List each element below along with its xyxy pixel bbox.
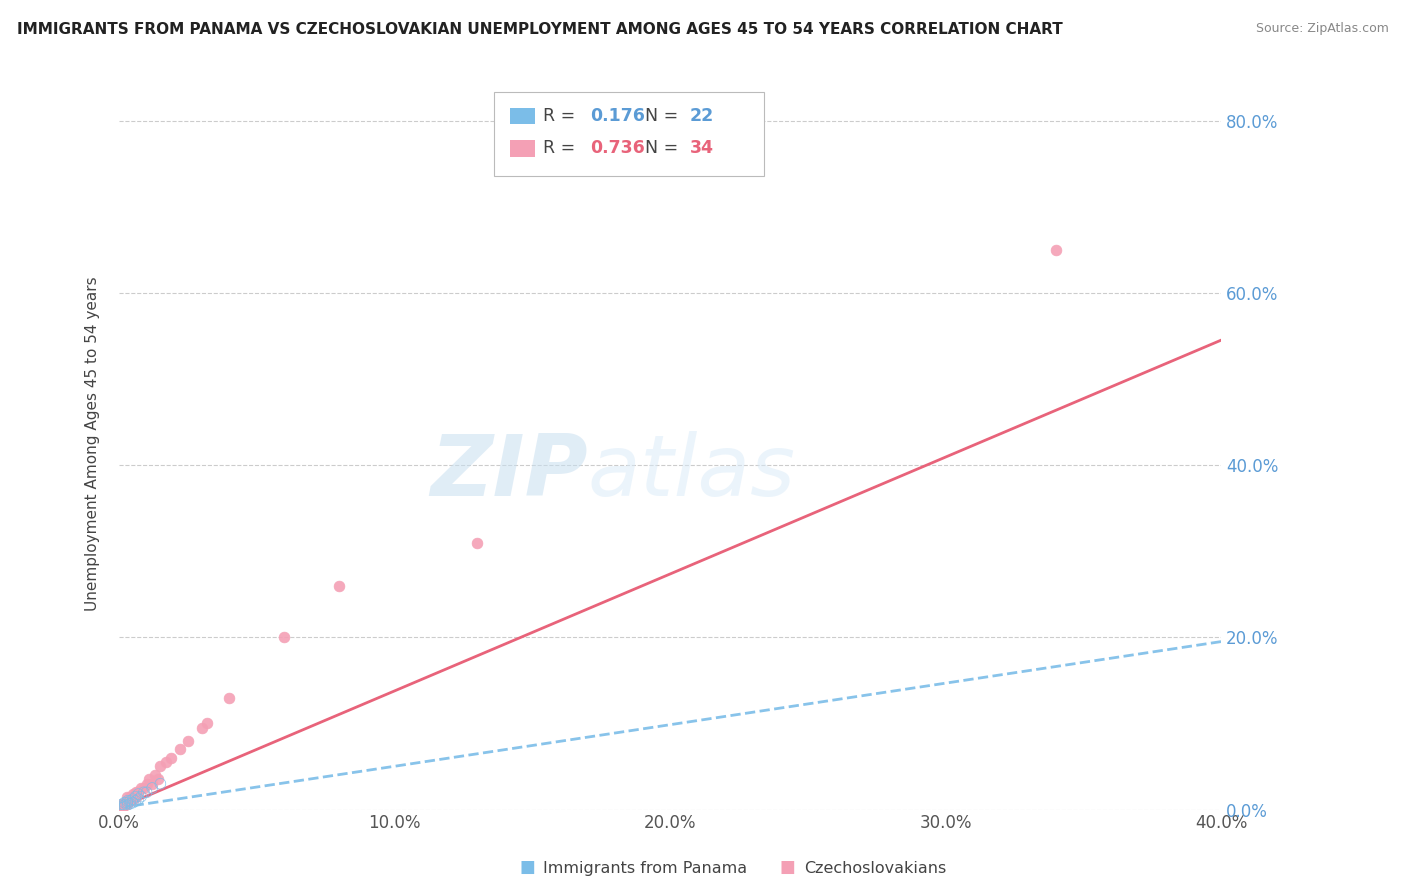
Point: [132, 785, 155, 799]
Point: [114, 796, 136, 810]
Point: [149, 777, 172, 791]
Text: 0.736: 0.736: [589, 139, 644, 158]
FancyBboxPatch shape: [510, 108, 534, 124]
Point: [114, 798, 136, 813]
Text: 34: 34: [690, 139, 714, 158]
Text: ■: ■: [779, 858, 796, 876]
Point: [117, 798, 139, 813]
Point: [129, 789, 152, 804]
Point: [141, 777, 163, 791]
Text: 0.176: 0.176: [589, 107, 644, 125]
Point: [111, 797, 134, 812]
Point: [135, 785, 157, 799]
Text: ■: ■: [519, 858, 536, 876]
Point: [127, 787, 149, 801]
Point: [114, 796, 136, 810]
Point: [218, 690, 240, 705]
Point: [328, 579, 350, 593]
Point: [160, 751, 183, 765]
Y-axis label: Unemployment Among Ages 45 to 54 years: Unemployment Among Ages 45 to 54 years: [86, 277, 100, 611]
Point: [141, 780, 163, 795]
Point: [120, 794, 142, 808]
Point: [111, 799, 134, 814]
Point: [121, 792, 143, 806]
Point: [117, 789, 139, 804]
Point: [111, 797, 134, 812]
Point: [124, 789, 146, 804]
Text: N =: N =: [634, 107, 683, 125]
Point: [195, 716, 218, 731]
FancyBboxPatch shape: [510, 140, 534, 156]
Text: Immigrants from Panama: Immigrants from Panama: [543, 861, 747, 876]
Point: [169, 742, 191, 756]
Point: [273, 630, 295, 644]
Point: [127, 785, 149, 799]
Point: [120, 794, 142, 808]
Point: [135, 777, 157, 791]
Text: 22: 22: [690, 107, 714, 125]
Text: N =: N =: [634, 139, 683, 158]
Point: [132, 780, 155, 795]
Point: [114, 800, 136, 814]
Text: Czechoslovakians: Czechoslovakians: [804, 861, 946, 876]
Point: [117, 797, 139, 812]
Point: [117, 794, 139, 808]
Point: [117, 796, 139, 810]
Point: [121, 792, 143, 806]
Point: [121, 787, 143, 801]
Text: Source: ZipAtlas.com: Source: ZipAtlas.com: [1256, 22, 1389, 36]
Text: R =: R =: [543, 107, 581, 125]
Point: [149, 759, 172, 773]
Point: [155, 755, 177, 769]
Text: atlas: atlas: [588, 431, 796, 515]
Point: [190, 721, 212, 735]
Point: [1045, 243, 1067, 257]
Point: [120, 789, 142, 804]
Point: [111, 801, 134, 815]
Point: [114, 798, 136, 813]
Point: [124, 785, 146, 799]
Point: [111, 801, 134, 815]
Point: [146, 772, 169, 787]
Point: [138, 772, 160, 787]
Point: [465, 535, 488, 549]
Point: [124, 789, 146, 804]
Point: [120, 797, 142, 811]
Text: R =: R =: [543, 139, 581, 158]
Point: [121, 796, 143, 810]
Text: ZIP: ZIP: [430, 431, 588, 515]
Point: [127, 792, 149, 806]
Point: [143, 768, 166, 782]
Text: IMMIGRANTS FROM PANAMA VS CZECHOSLOVAKIAN UNEMPLOYMENT AMONG AGES 45 TO 54 YEARS: IMMIGRANTS FROM PANAMA VS CZECHOSLOVAKIA…: [17, 22, 1063, 37]
Point: [124, 794, 146, 808]
Point: [177, 733, 200, 747]
Point: [129, 780, 152, 795]
Point: [117, 794, 139, 808]
Point: [111, 799, 134, 814]
FancyBboxPatch shape: [494, 92, 763, 177]
